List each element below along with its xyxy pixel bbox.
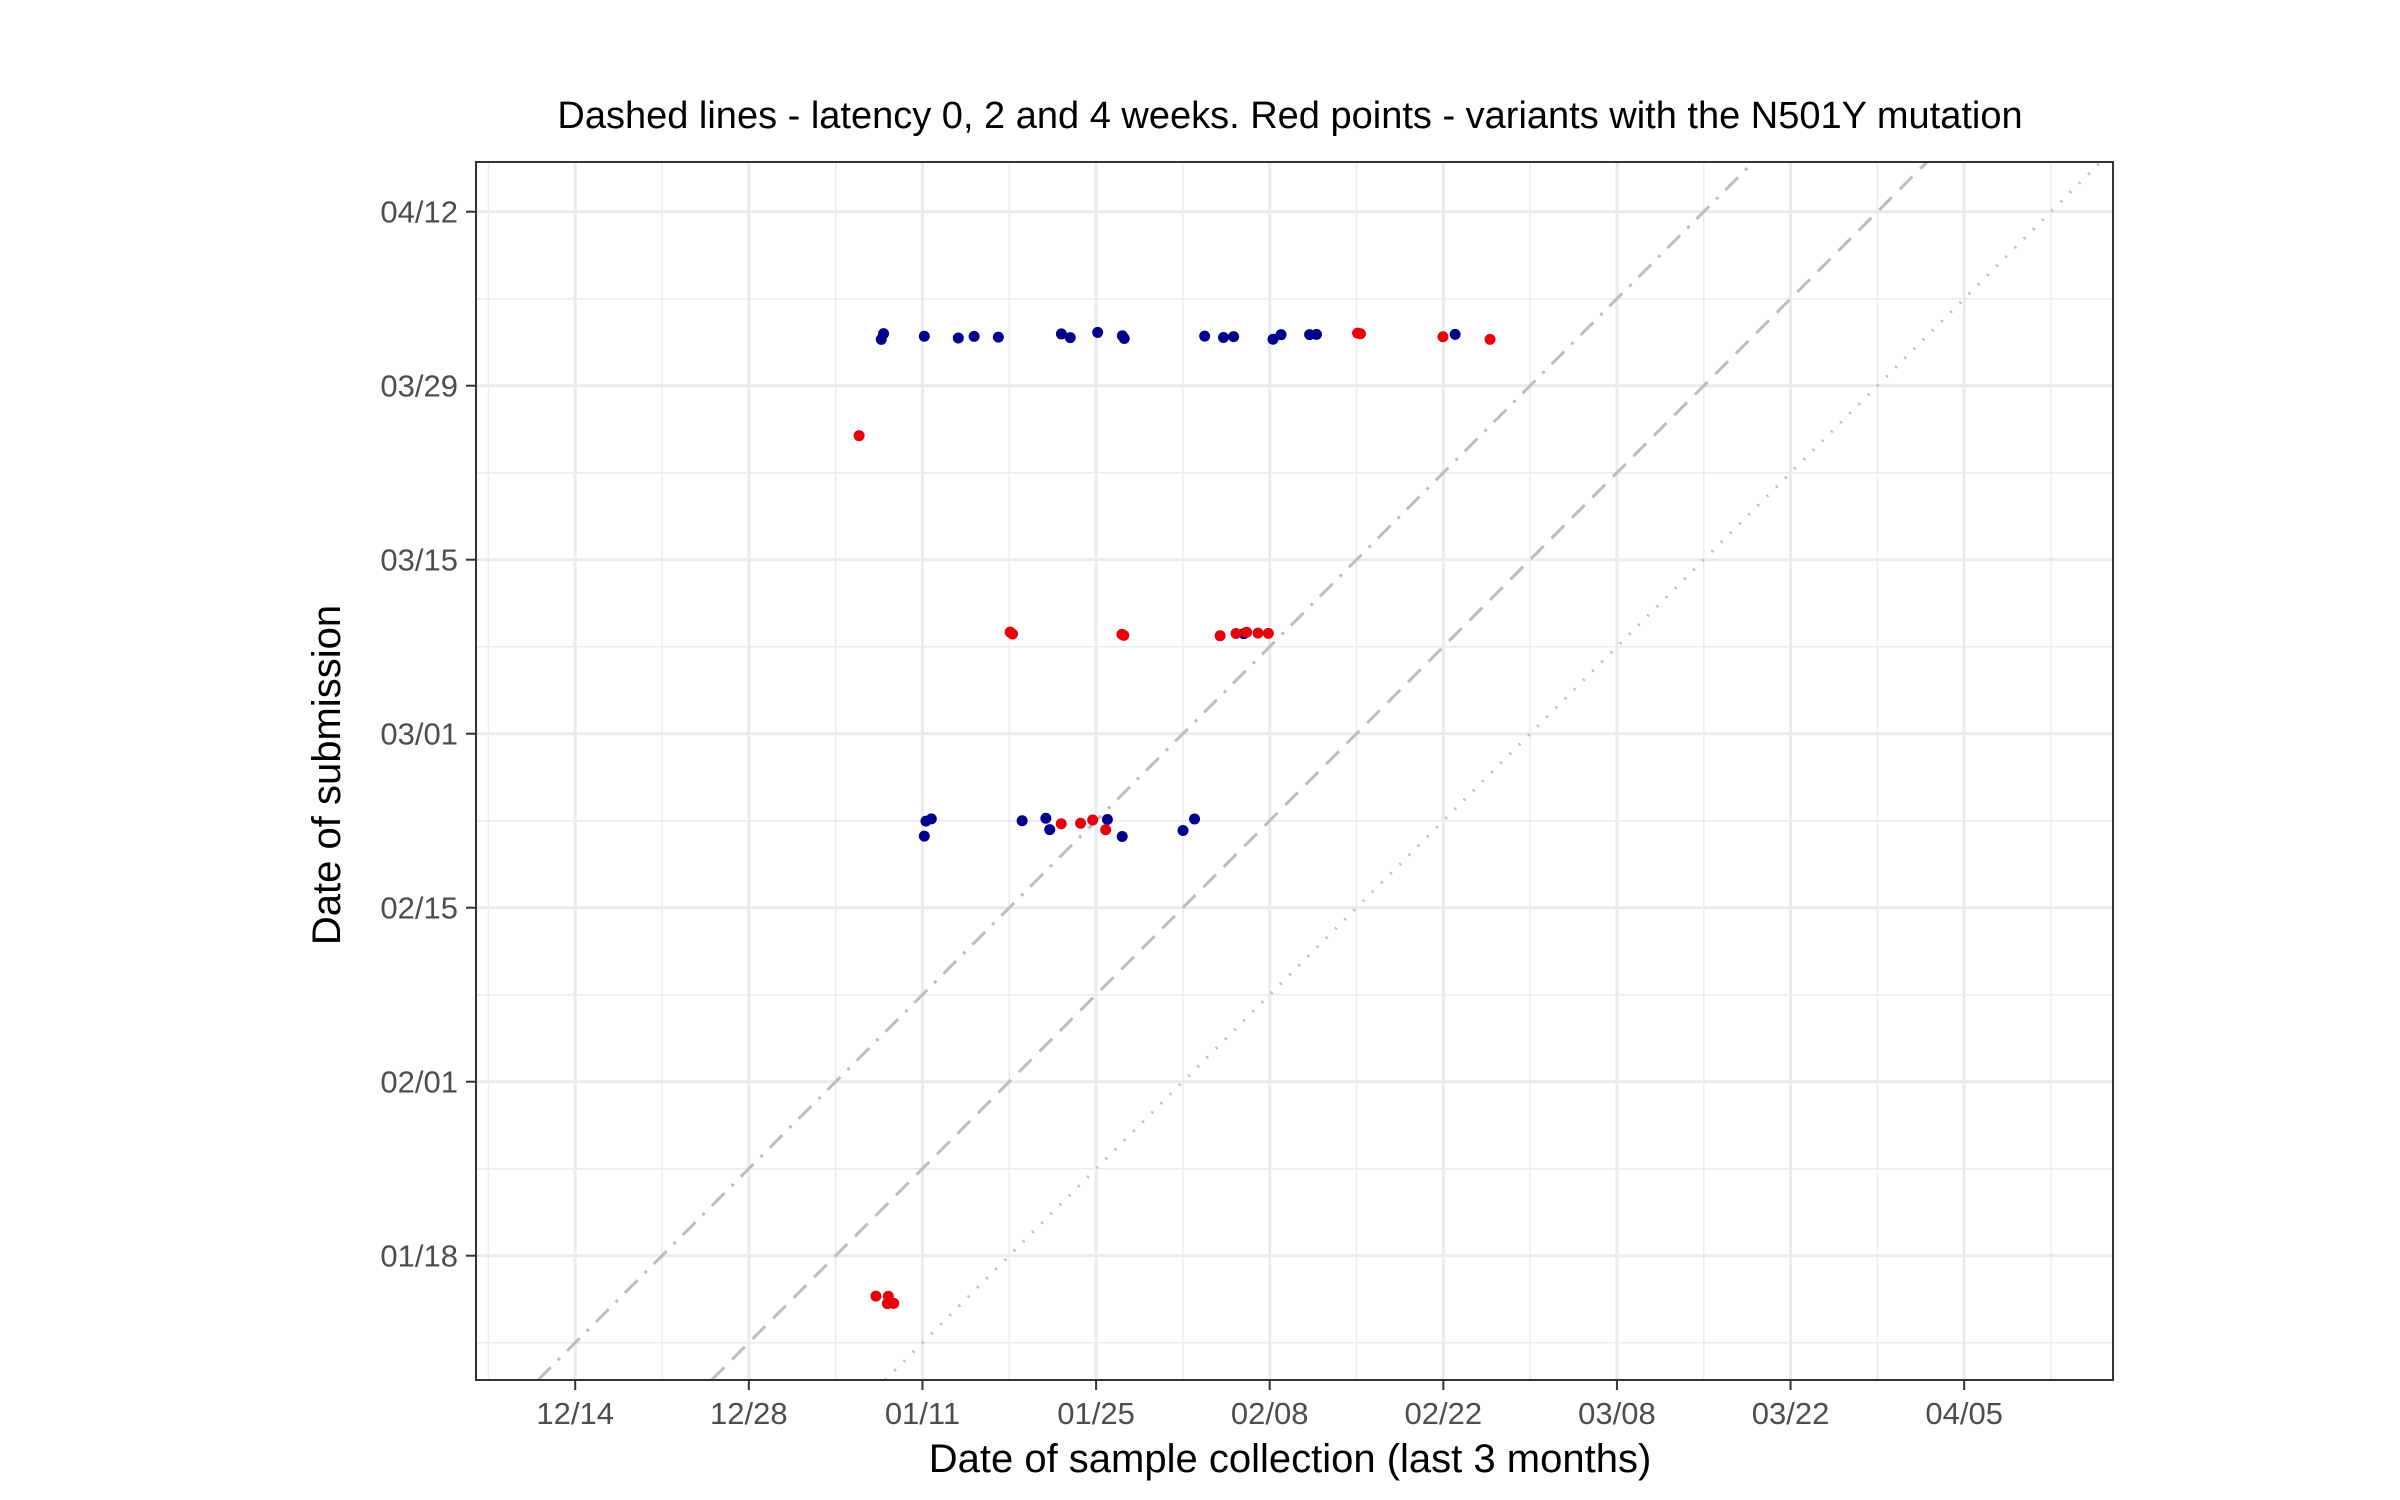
point-n501y [1116, 628, 1128, 640]
x-tick-label: 01/25 [1057, 1396, 1135, 1431]
point-n501y [1484, 333, 1496, 345]
point-n501y [1214, 630, 1226, 642]
point-n501y [1352, 327, 1364, 339]
point-n501y [1055, 818, 1067, 830]
point [1311, 328, 1323, 340]
x-tick-label: 12/28 [710, 1396, 788, 1431]
x-tick-label: 03/08 [1578, 1396, 1656, 1431]
point [918, 330, 930, 342]
point-n501y [888, 1297, 900, 1309]
point-n501y [1252, 627, 1264, 639]
point [1044, 824, 1056, 836]
panel-border [475, 161, 2114, 1381]
y-tick-label: 03/15 [380, 543, 458, 578]
point-n501y [1262, 627, 1274, 639]
point [1064, 332, 1076, 344]
point-n501y [1087, 814, 1099, 826]
y-tick-label: 03/01 [380, 717, 458, 752]
point [878, 328, 890, 340]
point [1267, 333, 1279, 345]
x-tick-label: 02/22 [1405, 1396, 1483, 1431]
point [1116, 831, 1128, 843]
point [918, 830, 930, 842]
y-tick-label: 02/15 [380, 891, 458, 926]
grid-minor [476, 162, 2113, 1380]
point [1228, 331, 1240, 343]
point [1199, 330, 1211, 342]
x-tick-label: 02/08 [1231, 1396, 1309, 1431]
point [1055, 328, 1067, 340]
point [1118, 332, 1130, 344]
point [1189, 813, 1201, 825]
x-tick-label: 03/22 [1752, 1396, 1830, 1431]
y-tick-label: 03/29 [380, 369, 458, 404]
x-tick-label: 04/05 [1925, 1396, 2003, 1431]
y-tick-label: 02/01 [380, 1065, 458, 1100]
point-n501y [1230, 627, 1242, 639]
point [952, 332, 964, 344]
panel-frame [475, 161, 2114, 1381]
point-n501y [1100, 824, 1112, 836]
x-axis-label: Date of sample collection (last 3 months… [929, 1437, 1652, 1481]
grid-major [476, 162, 2113, 1380]
y-axis-label: Date of submission [305, 605, 349, 945]
point [968, 330, 980, 342]
point [1040, 812, 1052, 824]
point [1016, 815, 1028, 827]
point [1101, 813, 1113, 825]
y-axis: 01/18 02/01 02/15 03/01 03/15 03/29 04/12 [380, 195, 476, 1274]
latency-line-0-weeks [884, 160, 2102, 1382]
y-tick-label: 04/12 [380, 195, 458, 230]
point [1092, 326, 1104, 338]
point-n501y [853, 430, 865, 442]
point [1449, 328, 1461, 340]
point-n501y [1007, 628, 1019, 640]
point [1177, 824, 1189, 836]
point-n501y [1437, 331, 1449, 343]
point-n501y [870, 1290, 882, 1302]
point-n501y [1075, 817, 1087, 829]
point [1275, 329, 1287, 341]
x-axis: 12/14 12/28 01/11 01/25 02/08 02/22 03/08 03/22… [536, 1380, 2003, 1431]
x-tick-label: 01/11 [885, 1396, 960, 1431]
latency-line-2-weeks [710, 160, 1929, 1382]
point-n501y [1241, 626, 1253, 638]
y-tick-label: 01/18 [380, 1239, 458, 1274]
x-tick-label: 12/14 [536, 1396, 614, 1431]
chart-title: Dashed lines - latency 0, 2 and 4 weeks.… [557, 95, 2022, 137]
point [1217, 332, 1229, 344]
latency-lines [536, 160, 2102, 1382]
data-points [853, 326, 1496, 1310]
point [992, 331, 1004, 343]
point [925, 813, 937, 825]
